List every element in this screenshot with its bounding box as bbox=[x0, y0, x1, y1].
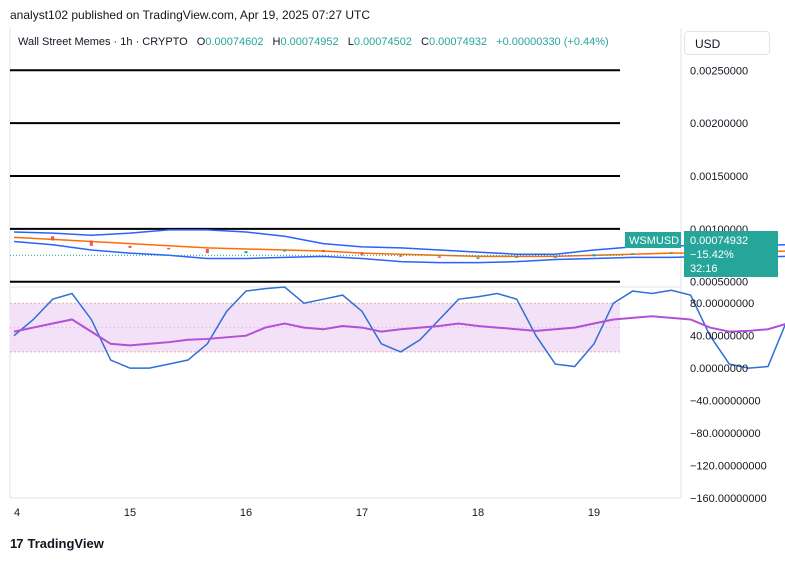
high-value: 0.00074952 bbox=[280, 36, 339, 48]
low-value: 0.00074502 bbox=[353, 36, 412, 48]
currency-button[interactable]: USD bbox=[684, 31, 770, 55]
open-label: O bbox=[196, 36, 206, 48]
low-label: L bbox=[347, 36, 354, 48]
price-tick-label: 0.00200000 bbox=[690, 118, 748, 130]
candle bbox=[515, 256, 519, 258]
candle bbox=[244, 251, 248, 254]
time-tick-label: 19 bbox=[588, 507, 600, 519]
osc-tick-label: −80.00000000 bbox=[690, 428, 761, 440]
ticker-tag: WSMUSD bbox=[629, 235, 679, 247]
candle bbox=[321, 250, 325, 253]
time-tick-label: 15 bbox=[124, 507, 136, 519]
publisher-header: analyst102 published on TradingView.com,… bbox=[10, 8, 371, 22]
close-value: 0.00074932 bbox=[428, 36, 488, 48]
high-label: H bbox=[272, 36, 281, 48]
osc-tick-label: −120.00000000 bbox=[690, 461, 767, 473]
candle bbox=[437, 256, 441, 258]
time-tick-label: 16 bbox=[240, 507, 252, 519]
close-label: C bbox=[421, 36, 429, 48]
price-tag-price: 0.00074932 bbox=[690, 235, 748, 247]
time-tick-label: 18 bbox=[472, 507, 484, 519]
ticker-tag-bg bbox=[625, 232, 681, 248]
candle bbox=[476, 257, 480, 259]
open-value: 0.00074602 bbox=[205, 36, 264, 48]
candle bbox=[399, 255, 403, 257]
price-tick-label: 0.00250000 bbox=[690, 65, 748, 77]
price-tick-label: 0.00150000 bbox=[690, 171, 748, 183]
brand-name: TradingView bbox=[27, 536, 104, 551]
candle bbox=[283, 250, 287, 252]
candle bbox=[592, 254, 596, 257]
tradingview-logo-icon: 17 bbox=[10, 536, 24, 551]
candle bbox=[51, 236, 55, 241]
candle bbox=[205, 248, 209, 254]
candle bbox=[360, 252, 364, 256]
price-tag: WSMUSD 0.00074932 −15.42% 32:16 bbox=[625, 231, 778, 277]
price-tag-change: −15.42% bbox=[690, 249, 734, 261]
symbol-name[interactable]: Wall Street Memes · 1h · CRYPTO bbox=[18, 36, 188, 48]
osc-tick-label: 0.00000000 bbox=[690, 363, 748, 375]
candle bbox=[128, 245, 132, 248]
time-tick-label: 4 bbox=[14, 507, 20, 519]
candle bbox=[89, 240, 93, 246]
symbol-legend: Wall Street Memes · 1h · CRYPTO O0.00074… bbox=[18, 36, 609, 48]
candle bbox=[553, 256, 557, 258]
osc-tick-label: −160.00000000 bbox=[690, 493, 767, 505]
time-tick-label: 17 bbox=[356, 507, 368, 519]
candle bbox=[167, 247, 171, 250]
candle bbox=[631, 253, 635, 255]
osc-tick-label: 40.00000000 bbox=[690, 331, 754, 343]
change-value: +0.00000330 (+0.44%) bbox=[496, 36, 609, 48]
price-pane bbox=[10, 69, 785, 283]
rsi-line bbox=[13, 315, 785, 347]
stochastic-line bbox=[13, 286, 785, 369]
candle bbox=[669, 252, 673, 254]
osc-tick-label: −40.00000000 bbox=[690, 396, 761, 408]
oscillator-pane bbox=[10, 286, 785, 369]
price-tag-bg bbox=[684, 231, 778, 277]
osc-tick-label: 80.00000000 bbox=[690, 298, 754, 310]
axes: 0.002500000.002000000.001500000.00100000… bbox=[14, 65, 767, 519]
tradingview-footer[interactable]: 17 TradingView bbox=[10, 536, 104, 551]
price-tag-countdown: 32:16 bbox=[690, 263, 718, 275]
price-tick-label: 0.00050000 bbox=[690, 277, 748, 289]
